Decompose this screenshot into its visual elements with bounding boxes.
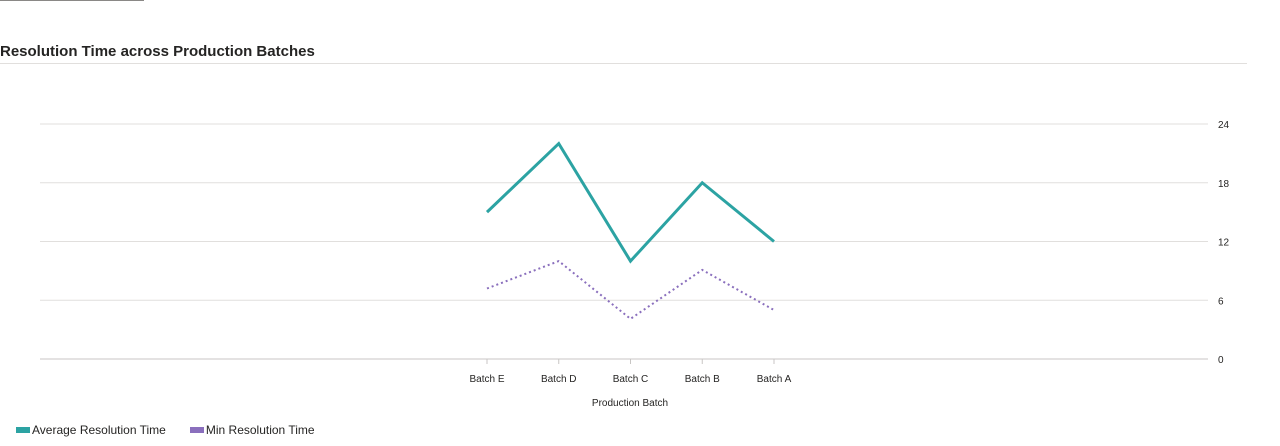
data-point-min [484, 286, 490, 292]
y-tick-label: 0 [1218, 355, 1224, 366]
chart-legend: Average Resolution Time Min Resolution T… [16, 423, 339, 437]
data-point-min [628, 316, 634, 322]
x-tick-label: Batch A [757, 374, 792, 385]
series-line-average [485, 141, 775, 264]
x-axis-title: Production Batch [592, 398, 668, 409]
data-point-min [771, 307, 777, 313]
legend-item-average[interactable]: Average Resolution Time [16, 423, 166, 437]
legend-label-average: Average Resolution Time [32, 423, 166, 437]
chart-title: Resolution Time across Production Batche… [0, 43, 315, 60]
y-tick-label: 18 [1218, 179, 1230, 190]
x-tick-label: Batch E [469, 374, 504, 385]
data-point-average [771, 239, 777, 245]
y-tick-label: 24 [1218, 120, 1230, 131]
y-tick-label: 12 [1218, 238, 1230, 249]
top-divider [0, 0, 144, 1]
data-point-average [556, 141, 562, 147]
data-point-average [699, 180, 705, 186]
data-point-min [556, 258, 562, 264]
data-point-average [628, 258, 634, 264]
legend-swatch-min [189, 427, 204, 433]
series-line-min [486, 259, 775, 321]
x-tick-label: Batch B [685, 374, 720, 385]
legend-swatch-average [16, 427, 30, 433]
x-tick-label: Batch D [541, 374, 577, 385]
y-tick-label: 6 [1218, 296, 1224, 307]
data-point-average [484, 209, 490, 215]
x-tick-label: Batch C [613, 374, 649, 385]
legend-item-min[interactable]: Min Resolution Time [189, 423, 315, 437]
title-divider [0, 63, 1247, 64]
legend-label-min: Min Resolution Time [205, 423, 315, 437]
data-point-min [699, 267, 705, 273]
